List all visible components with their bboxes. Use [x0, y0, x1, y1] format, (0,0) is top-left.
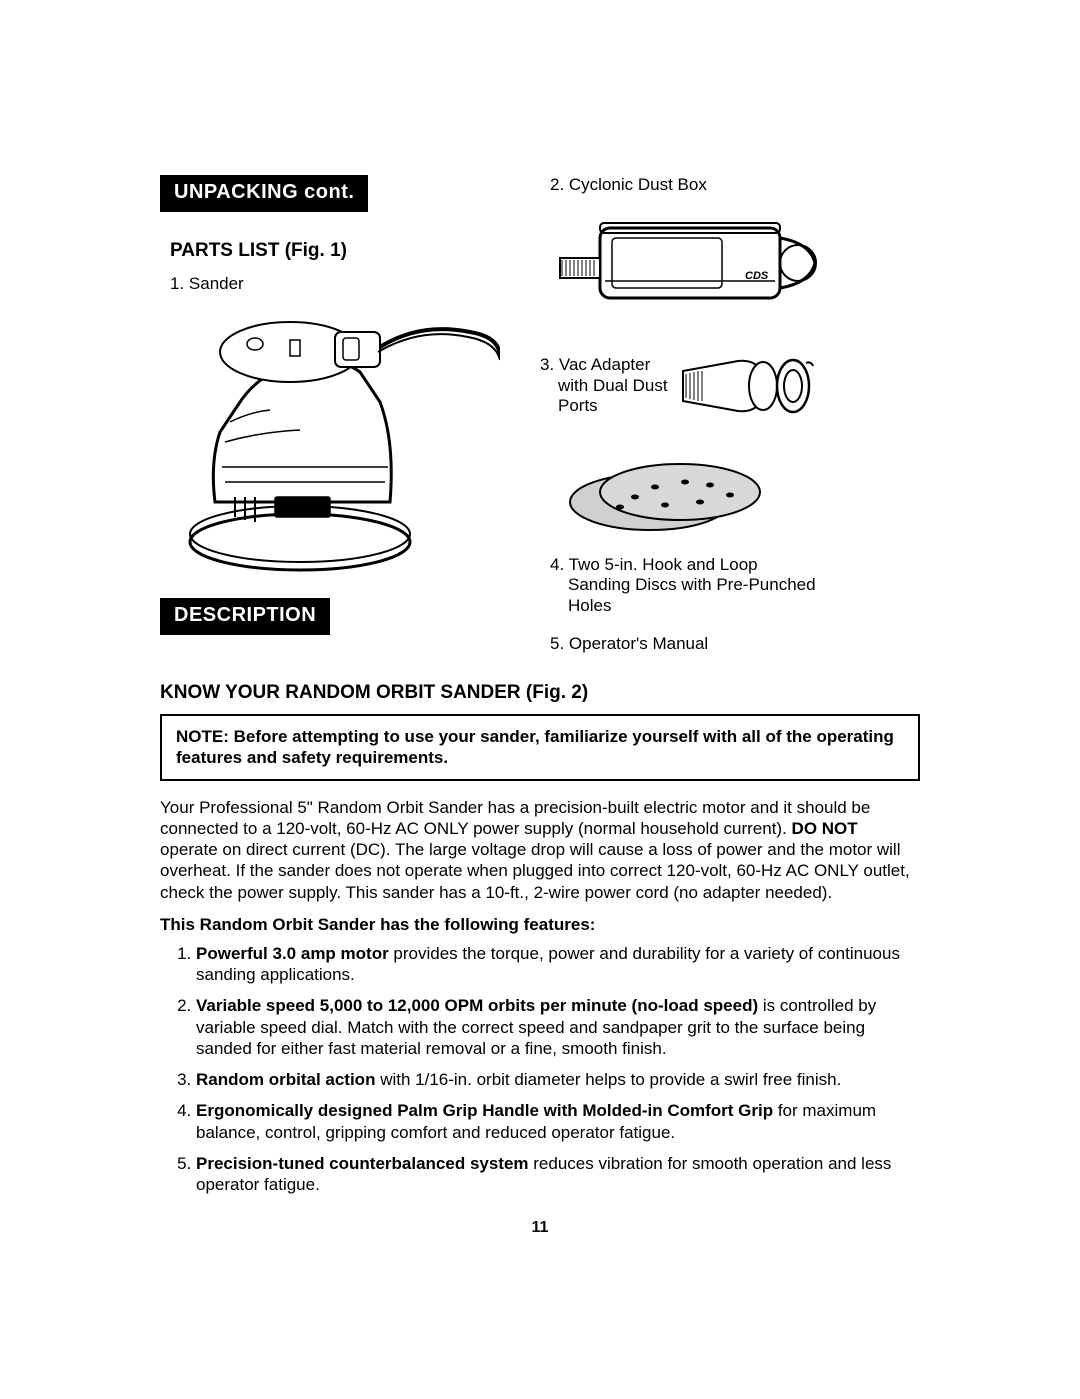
feature-bold: Random orbital action — [196, 1070, 375, 1089]
feature-bold: Variable speed 5,000 to 12,000 OPM orbit… — [196, 996, 758, 1015]
part-4-label-c: Holes — [568, 596, 920, 616]
note-text: Before attempting to use your sander, fa… — [176, 727, 894, 767]
unpacking-heading: UNPACKING cont. — [160, 175, 368, 212]
feature-bold: Powerful 3.0 amp motor — [196, 944, 389, 963]
feature-item: Precision-tuned counterbalanced system r… — [196, 1153, 920, 1196]
right-column: 2. Cyclonic Dust Box CDS 3. Vac Adapter — [540, 175, 920, 654]
part-3-label-b: with Dual Dust — [558, 376, 668, 396]
sanding-discs-illustration — [560, 447, 780, 547]
feature-rest: with 1/16-in. orbit diameter helps to pr… — [375, 1070, 841, 1089]
intro-line2: operate on direct current (DC). The larg… — [160, 840, 910, 902]
intro-line1: Your Professional 5" Random Orbit Sander… — [160, 798, 870, 838]
part-3-label-a: 3. Vac Adapter — [540, 355, 668, 375]
part-4-label-a: 4. Two 5-in. Hook and Loop — [550, 555, 920, 575]
feature-item: Powerful 3.0 amp motor provides the torq… — [196, 943, 920, 986]
features-list: Powerful 3.0 amp motor provides the torq… — [196, 943, 920, 1196]
part-3-label-c: Ports — [558, 396, 668, 416]
part-5-label: 5. Operator's Manual — [550, 634, 920, 654]
feature-item: Random orbital action with 1/16-in. orbi… — [196, 1069, 920, 1090]
feature-bold: Ergonomically designed Palm Grip Handle … — [196, 1101, 773, 1120]
feature-bold: Precision-tuned counterbalanced system — [196, 1154, 529, 1173]
part-2-label: 2. Cyclonic Dust Box — [550, 175, 920, 195]
top-columns: UNPACKING cont. PARTS LIST (Fig. 1) 1. S… — [160, 175, 920, 654]
dustbox-brand-label: CDS — [745, 270, 769, 282]
vac-adapter-illustration — [668, 341, 818, 431]
parts-list-heading: PARTS LIST (Fig. 1) — [170, 240, 520, 262]
note-prefix: NOTE: — [176, 727, 234, 746]
dustbox-illustration: CDS — [550, 203, 830, 323]
feature-item: Ergonomically designed Palm Grip Handle … — [196, 1100, 920, 1143]
features-heading: This Random Orbit Sander has the followi… — [160, 915, 920, 935]
note-box: NOTE: Before attempting to use your sand… — [160, 714, 920, 781]
page-number: 11 — [160, 1219, 920, 1237]
part-1-label: 1. Sander — [170, 274, 520, 294]
part-4-label-b: Sanding Discs with Pre-Punched — [568, 575, 920, 595]
manual-page: UNPACKING cont. PARTS LIST (Fig. 1) 1. S… — [160, 175, 920, 1237]
left-column: UNPACKING cont. PARTS LIST (Fig. 1) 1. S… — [160, 175, 520, 654]
intro-donot: DO NOT — [792, 819, 858, 838]
intro-paragraph: Your Professional 5" Random Orbit Sander… — [160, 797, 920, 903]
description-heading: DESCRIPTION — [160, 598, 330, 635]
sander-illustration — [160, 302, 500, 582]
feature-item: Variable speed 5,000 to 12,000 OPM orbit… — [196, 995, 920, 1059]
know-heading: KNOW YOUR RANDOM ORBIT SANDER (Fig. 2) — [160, 682, 920, 704]
